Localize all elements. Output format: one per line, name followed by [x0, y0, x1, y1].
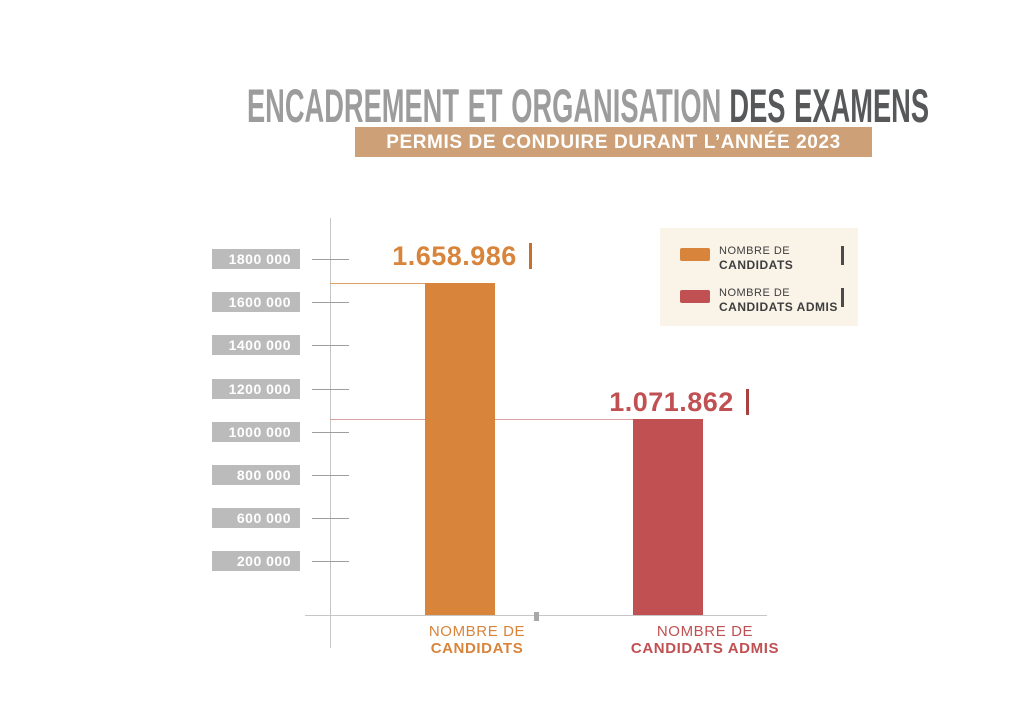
y-axis-tick [312, 259, 349, 260]
title-part-1: ENCADREMENT ET ORGANISATION [246, 79, 722, 132]
value-label-candidats: 1.658.986 [382, 241, 542, 271]
category-line1: NOMBRE DE [428, 623, 526, 640]
reference-line-admis [330, 419, 703, 420]
subtitle-banner: PERMIS DE CONDUIRE DURANT L’ANNÉE 2023 [355, 127, 872, 157]
title-part-2: DES EXAMENS [729, 79, 930, 132]
legend-swatch-icon [680, 290, 710, 303]
y-axis-tick [312, 518, 349, 519]
y-axis-tick [312, 389, 349, 390]
y-axis-label: 1200 000 [212, 379, 300, 399]
y-axis-tick [312, 561, 349, 562]
legend-entry: NOMBRE DE CANDIDATS ADMIS [680, 287, 844, 314]
legend-label: NOMBRE DE CANDIDATS ADMIS [719, 287, 838, 314]
value-pipe-icon [528, 243, 532, 269]
legend-label-line1: NOMBRE DE [719, 287, 791, 299]
category-label-candidats-admis: NOMBRE DE CANDIDATS ADMIS [605, 623, 805, 657]
legend-tick-icon [841, 288, 844, 307]
value-candidats-admis: 1.071.862 [609, 386, 734, 417]
reference-line-candidats [330, 283, 495, 284]
legend-label: NOMBRE DE CANDIDATS [719, 245, 793, 272]
y-axis-label: 1000 000 [212, 422, 300, 442]
y-axis-label: 200 000 [212, 551, 300, 571]
y-axis-tick [312, 432, 349, 433]
category-line1: NOMBRE DE [656, 623, 754, 640]
y-axis-tick [312, 302, 349, 303]
x-axis-mid-tick [534, 612, 539, 621]
y-axis-label: 800 000 [212, 465, 300, 485]
legend-tick-icon [841, 246, 844, 265]
legend-label-line2: CANDIDATS [719, 258, 794, 272]
y-axis-label: 1600 000 [212, 292, 300, 312]
y-axis-tick [312, 475, 349, 476]
bar-candidats-admis [633, 419, 703, 615]
category-line2: CANDIDATS [430, 640, 524, 657]
category-label-candidats: NOMBRE DE CANDIDATS [377, 623, 577, 657]
value-candidats: 1.658.986 [392, 240, 517, 271]
legend-label-line1: NOMBRE DE [719, 245, 791, 257]
bar-candidats [425, 283, 495, 615]
y-axis-label: 600 000 [212, 508, 300, 528]
y-axis-label: 1400 000 [212, 335, 300, 355]
y-axis-tick [312, 345, 349, 346]
legend-swatch-icon [680, 248, 710, 261]
y-axis-label: 1800 000 [212, 249, 300, 269]
value-label-candidats-admis: 1.071.862 [599, 387, 759, 417]
category-line2: CANDIDATS ADMIS [630, 640, 780, 657]
legend: NOMBRE DE CANDIDATS NOMBRE DE CANDIDATS ADM… [660, 228, 858, 326]
value-pipe-icon [745, 389, 749, 415]
legend-entry: NOMBRE DE CANDIDATS [680, 245, 844, 272]
legend-label-line2: CANDIDATS ADMIS [719, 300, 838, 314]
page-title: ENCADREMENT ET ORGANISATION DES EXAMENS [0, 78, 1024, 133]
y-axis-line [330, 218, 331, 648]
